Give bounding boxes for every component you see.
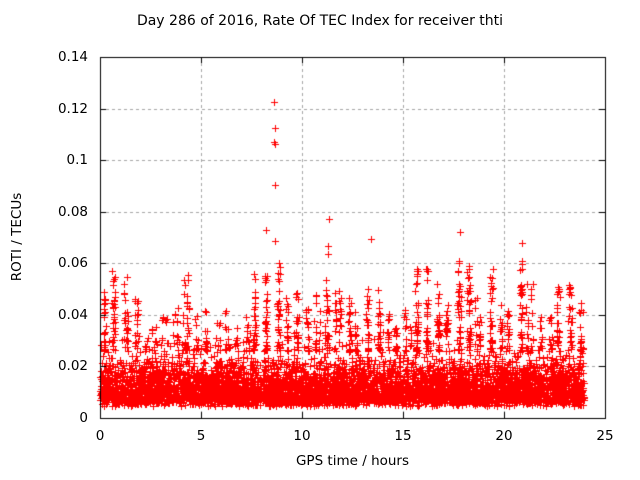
y-tick-label: 0 [79,410,88,426]
x-tick-label: 10 [293,428,311,444]
x-tick-label: 5 [196,428,206,444]
y-tick-label: 0.14 [57,49,88,65]
x-tick-label: 0 [95,428,105,444]
y-tick-label: 0.06 [57,255,88,272]
y-tick-label: 0.08 [57,203,88,220]
x-tick-label: 25 [596,428,614,444]
y-tick-label: 0.1 [66,152,88,169]
y-tick-label: 0.02 [57,358,88,375]
y-axis-label: ROTI / TECUs [9,192,25,282]
x-tick-label: 20 [495,428,513,444]
x-axis-label: GPS time / hours [295,453,410,469]
x-tick-label: 15 [394,428,412,444]
y-tick-label: 0.12 [57,100,88,117]
chart-title: Day 286 of 2016, Rate Of TEC Index for r… [136,13,504,29]
y-tick-label: 0.04 [57,306,88,323]
